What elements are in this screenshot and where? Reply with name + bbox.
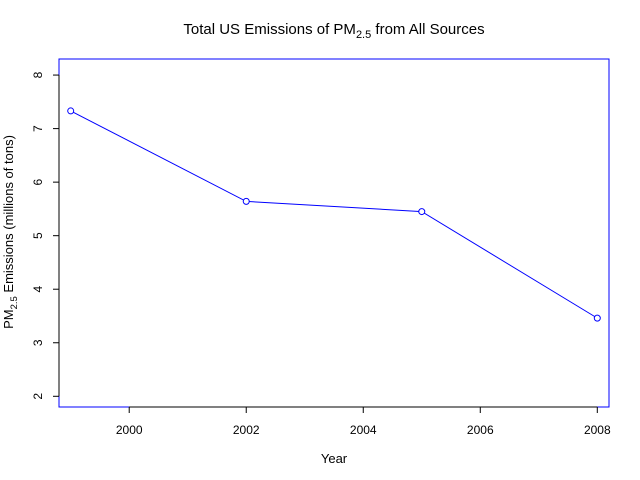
x-tick-label: 2000 — [116, 423, 143, 437]
ylabel-rest: Emissions (millions of tons) — [1, 135, 16, 296]
y-tick-label: 7 — [31, 125, 45, 132]
x-axis: 2000 2002 2004 2006 2008 — [116, 406, 611, 437]
title-subscript: 2.5 — [356, 29, 371, 41]
data-point — [67, 107, 75, 115]
x-tick-label: 2002 — [233, 423, 260, 437]
title-main: Total US Emissions of PM — [183, 21, 356, 38]
ylabel-prefix: PM — [1, 309, 16, 329]
ylabel-subscript: 2.5 — [9, 296, 20, 309]
x-tick-label: 2008 — [584, 423, 611, 437]
title-rest: from All Sources — [371, 21, 484, 38]
series-line — [70, 110, 598, 319]
data-point — [593, 314, 601, 322]
data-point — [418, 208, 426, 216]
y-axis: 2 3 4 5 6 7 8 — [31, 71, 60, 400]
y-tick-label: 4 — [31, 286, 45, 293]
y-tick-label: 2 — [31, 393, 45, 400]
plot-frame — [58, 58, 610, 408]
y-tick-label: 6 — [31, 178, 45, 185]
y-tick-label: 8 — [31, 71, 45, 78]
y-tick-label: 3 — [31, 339, 45, 346]
y-tick-label: 5 — [31, 232, 45, 239]
chart-title: Total US Emissions of PM2.5 from All Sou… — [183, 21, 484, 41]
data-point — [242, 197, 250, 205]
x-tick-label: 2004 — [350, 423, 377, 437]
series-group — [67, 107, 601, 322]
x-tick-label: 2006 — [467, 423, 494, 437]
y-axis-label: PM2.5 Emissions (millions of tons) — [1, 135, 20, 329]
x-axis-label: Year — [321, 451, 348, 466]
